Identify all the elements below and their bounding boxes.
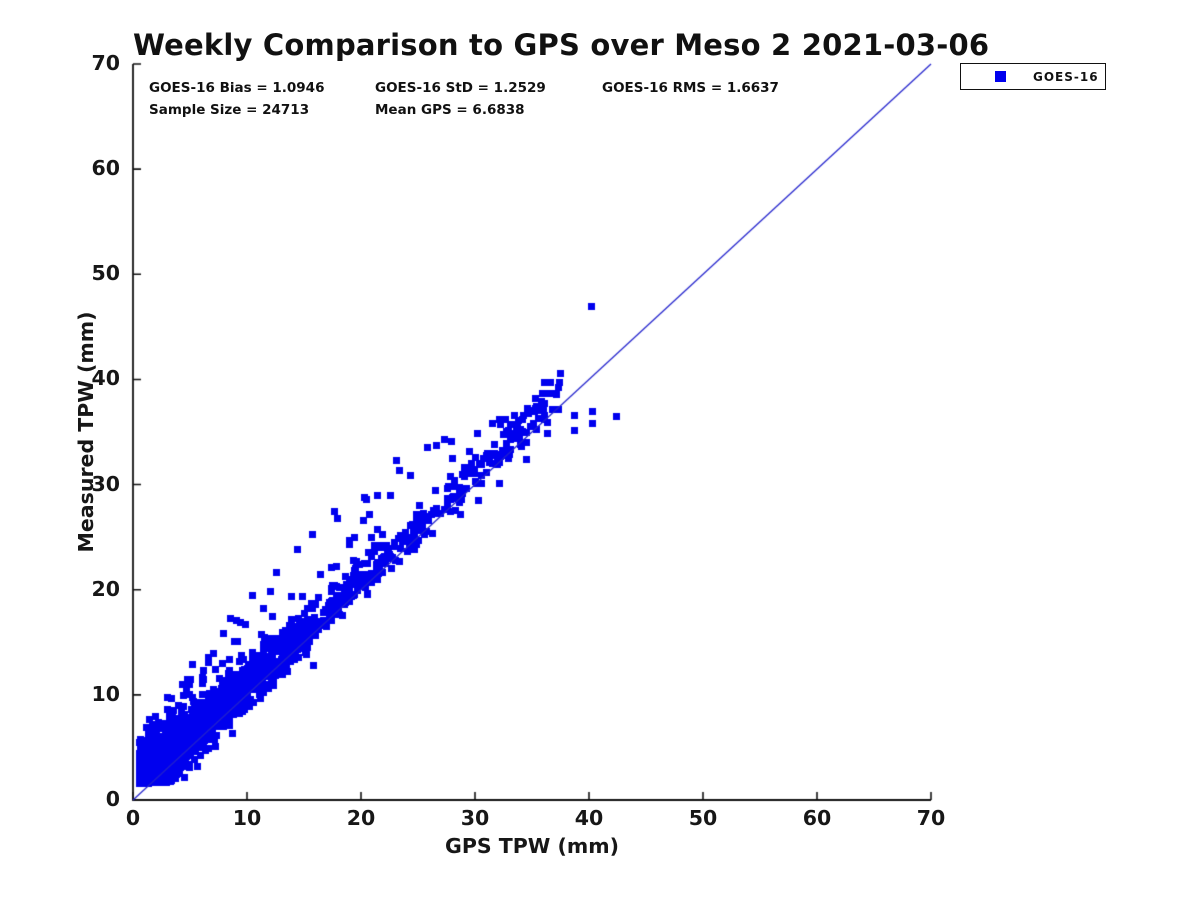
x-tick-label: 20 bbox=[346, 806, 376, 830]
y-tick-label: 40 bbox=[91, 366, 120, 391]
x-tick-label: 0 bbox=[125, 806, 141, 830]
x-tick-label: 60 bbox=[802, 806, 832, 830]
x-tick-label: 70 bbox=[916, 806, 946, 830]
y-axis-label: Measured TPW (mm) bbox=[74, 311, 98, 553]
y-tick-label: 30 bbox=[91, 471, 120, 496]
x-tick-label: 30 bbox=[460, 806, 490, 830]
legend: GOES-16 bbox=[960, 63, 1106, 90]
legend-label: GOES-16 bbox=[1033, 69, 1099, 84]
stat-sample-size: Sample Size = 24713 bbox=[149, 102, 310, 118]
y-tick-label: 10 bbox=[91, 681, 120, 706]
stat-std: GOES-16 StD = 1.2529 bbox=[375, 80, 546, 96]
y-tick-label: 0 bbox=[105, 787, 120, 811]
y-tick-label: 50 bbox=[91, 261, 120, 286]
x-tick-label: 50 bbox=[688, 806, 718, 830]
stat-rms: GOES-16 RMS = 1.6637 bbox=[602, 80, 779, 96]
legend-marker-square-icon bbox=[995, 71, 1006, 82]
x-tick-label: 40 bbox=[574, 806, 604, 830]
y-tick-label: 70 bbox=[91, 51, 120, 75]
stat-mean-gps: Mean GPS = 6.6838 bbox=[375, 102, 525, 118]
y-tick-label: 60 bbox=[91, 156, 120, 181]
chart-title: Weekly Comparison to GPS over Meso 2 202… bbox=[133, 28, 990, 62]
stat-bias: GOES-16 Bias = 1.0946 bbox=[149, 80, 325, 96]
x-tick-label: 10 bbox=[232, 806, 262, 830]
y-tick-label: 20 bbox=[91, 576, 120, 601]
x-axis-label: GPS TPW (mm) bbox=[445, 834, 619, 858]
